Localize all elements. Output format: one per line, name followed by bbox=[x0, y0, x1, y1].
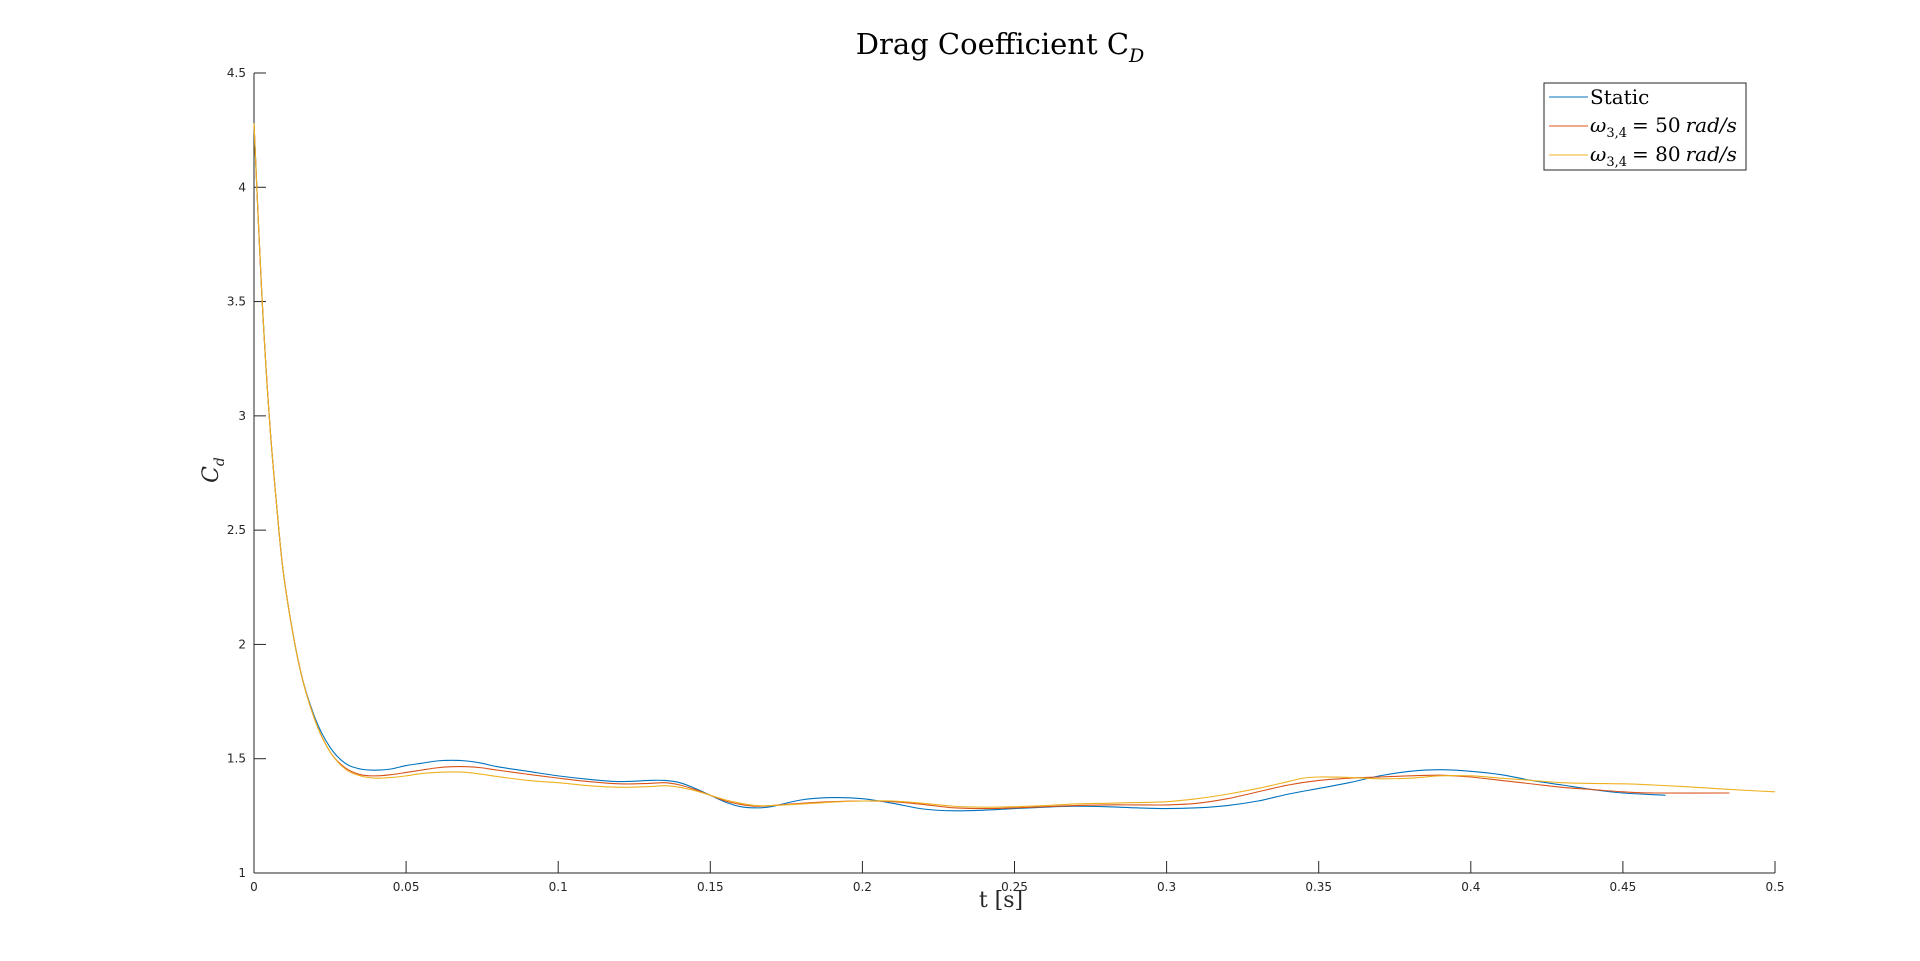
series-line-omega-50 bbox=[253, 123, 1730, 810]
y-axis-ticks: 1 1.5 2 2.5 3 3.5 4 4.5 bbox=[227, 66, 266, 880]
x-tick-label: 0.4 bbox=[1461, 880, 1480, 894]
x-tick-label: 0.3 bbox=[1157, 880, 1176, 894]
y-tick-label: 4 bbox=[238, 180, 246, 194]
chart-title: Drag Coefficient CD bbox=[856, 27, 1145, 67]
x-tick-label: 0.1 bbox=[549, 880, 568, 894]
series-line-omega-80 bbox=[253, 123, 1776, 808]
x-tick-label: 0.05 bbox=[393, 880, 420, 894]
legend-entry-omega-50: ω3,4 = 50 rad/s bbox=[1549, 113, 1737, 141]
x-axis-ticks: 0 0.05 0.1 0.15 0.2 0.25 0.3 0.35 0.4 0.45 0.5 bbox=[250, 861, 1785, 894]
x-tick-label: 0.15 bbox=[697, 880, 724, 894]
chart-title-subscript: D bbox=[1128, 45, 1144, 67]
legend-entry-omega-80: ω3,4 = 80 rad/s bbox=[1549, 142, 1737, 170]
y-axis-label: Cd bbox=[199, 457, 228, 483]
legend-label-static: Static bbox=[1590, 85, 1649, 109]
x-tick-label: 0.45 bbox=[1610, 880, 1637, 894]
y-tick-label: 2.5 bbox=[227, 523, 246, 537]
legend-entry-static: Static bbox=[1549, 85, 1649, 109]
y-tick-label: 3.5 bbox=[227, 295, 246, 309]
y-tick-label: 3 bbox=[238, 409, 246, 423]
x-tick-label: 0.35 bbox=[1305, 880, 1332, 894]
legend: Static ω3,4 = 50 rad/s ω3,4 = 80 rad/s bbox=[1543, 82, 1747, 171]
y-tick-label: 1 bbox=[238, 866, 246, 880]
x-axis-label: t [s] bbox=[979, 888, 1023, 913]
x-tick-label: 0.5 bbox=[1765, 880, 1784, 894]
x-tick-label: 0.2 bbox=[853, 880, 872, 894]
series-line-static bbox=[253, 123, 1666, 812]
legend-label-omega-80: ω3,4 = 80 rad/s bbox=[1590, 142, 1737, 170]
y-tick-label: 2 bbox=[238, 637, 246, 651]
y-tick-label: 1.5 bbox=[227, 752, 246, 766]
plot-area bbox=[253, 123, 1776, 812]
x-tick-label: 0.25 bbox=[1001, 880, 1028, 894]
x-tick-label: 0 bbox=[250, 880, 258, 894]
legend-label-omega-50: ω3,4 = 50 rad/s bbox=[1590, 113, 1737, 141]
y-tick-label: 4.5 bbox=[227, 66, 246, 80]
